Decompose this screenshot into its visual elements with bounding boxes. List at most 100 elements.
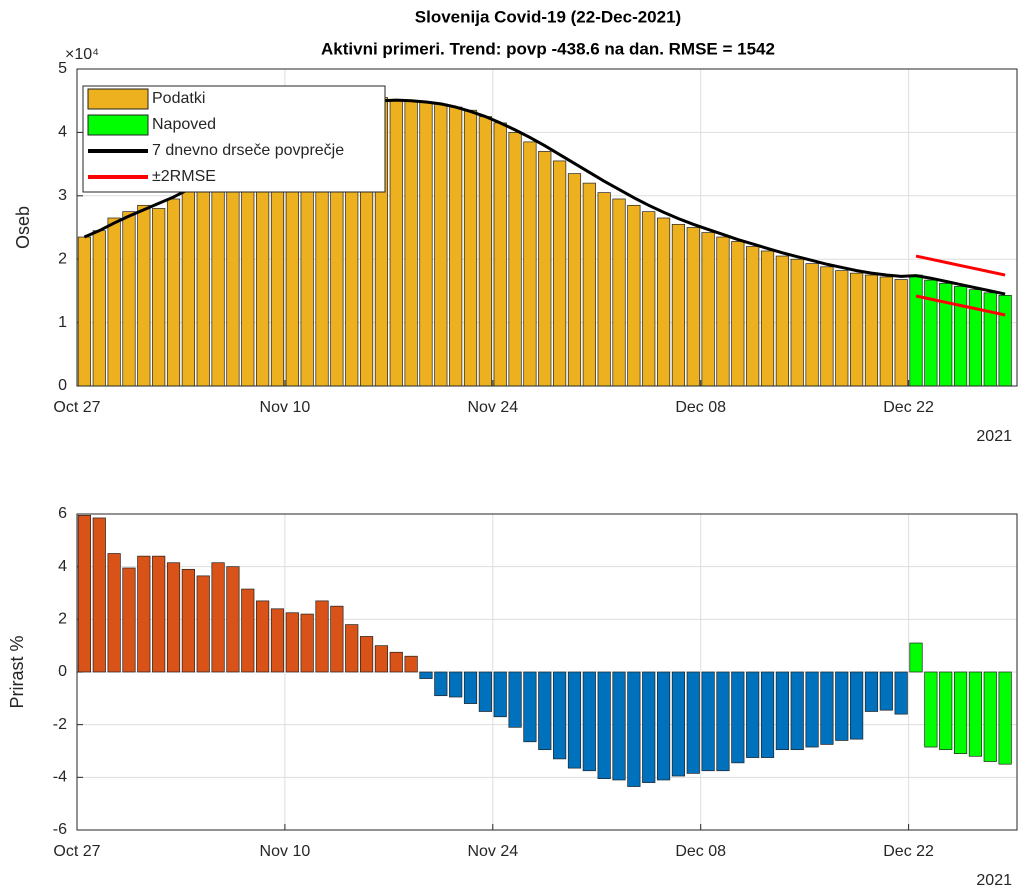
y-tick-label: -4: [53, 769, 67, 786]
bar: [92, 517, 106, 673]
bar: [879, 276, 893, 387]
bar: [478, 671, 492, 712]
bar: [434, 103, 448, 387]
x-year-label: 2021: [976, 872, 1012, 889]
bar: [775, 255, 789, 387]
bar: [449, 671, 463, 698]
x-tick-label: Dec 22: [883, 843, 934, 860]
bar: [77, 236, 92, 387]
bar: [582, 671, 596, 772]
bar: [241, 588, 255, 673]
legend-label: ±2RMSE: [152, 168, 216, 185]
bar: [553, 671, 567, 760]
bar: [166, 562, 181, 673]
legend-swatch: [87, 114, 149, 136]
bar: [523, 671, 537, 743]
legend-label: Podatki: [152, 90, 205, 107]
bar: [879, 671, 893, 711]
bar: [701, 671, 715, 772]
bar: [463, 109, 478, 387]
bar: [226, 160, 240, 387]
bar: [716, 671, 730, 772]
bar: [538, 671, 552, 751]
x-tick-label: Dec 08: [675, 399, 726, 416]
bar: [924, 279, 938, 387]
bar: [671, 671, 686, 777]
bar: [181, 189, 195, 387]
bar: [419, 671, 433, 679]
bar: [270, 608, 285, 673]
bar: [196, 575, 210, 673]
bar: [612, 671, 626, 781]
axes-box: [76, 513, 1018, 831]
bar: [939, 671, 953, 751]
bar: [983, 671, 997, 762]
bar: [835, 671, 849, 741]
bar: [137, 204, 151, 387]
bar: [894, 671, 908, 715]
bar: [152, 208, 166, 387]
bar: [553, 160, 567, 387]
bar: [998, 294, 1012, 387]
y-tick-label: -6: [53, 821, 67, 838]
y-tick-label: 3: [58, 187, 67, 204]
bar: [939, 282, 953, 387]
x-tick-label: Dec 22: [883, 399, 934, 416]
y-tick-label: 4: [58, 558, 67, 575]
bar: [345, 624, 359, 673]
x-tick-label: Nov 10: [260, 843, 311, 860]
x-tick-label: Nov 24: [467, 843, 518, 860]
y-tick-label: 2: [58, 611, 67, 628]
bar: [107, 217, 121, 387]
bar: [968, 671, 983, 757]
x-tick-label: Oct 27: [53, 399, 100, 416]
bar: [404, 100, 418, 387]
bar: [909, 274, 923, 387]
bar: [790, 671, 804, 751]
bar: [850, 272, 864, 387]
bar: [731, 241, 745, 387]
bar: [642, 671, 656, 783]
bar: [627, 671, 641, 787]
bar: [746, 671, 760, 758]
chart-title: Slovenija Covid-19 (22-Dec-2021): [415, 7, 681, 26]
bar: [508, 671, 522, 728]
bar: [374, 645, 389, 673]
bar: [122, 567, 136, 673]
bar: [538, 151, 552, 387]
bar: [152, 555, 166, 673]
axes-box: [76, 68, 1018, 387]
bar: [434, 671, 448, 697]
bar: [285, 612, 299, 673]
chart-subtitle: Aktivni primeri. Trend: povp -438.6 na d…: [321, 39, 775, 58]
bar: [701, 232, 715, 387]
bar: [389, 100, 403, 387]
bar: [463, 671, 478, 704]
bar: [404, 655, 418, 673]
bar: [671, 223, 686, 387]
y-axis-label: Oseb: [13, 206, 33, 249]
y-exponent: ×10⁴: [65, 46, 99, 63]
bar: [656, 671, 671, 781]
y-tick-label: 5: [58, 60, 67, 77]
bar: [998, 671, 1012, 765]
bar: [478, 116, 492, 387]
bar: [627, 204, 641, 387]
legend-label: Napoved: [152, 116, 216, 133]
y-tick-label: 4: [58, 124, 67, 141]
bar: [760, 250, 775, 387]
bar: [107, 553, 121, 673]
bar: [790, 258, 804, 387]
x-tick-label: Nov 10: [260, 399, 311, 416]
bar: [805, 263, 819, 387]
bar: [850, 671, 864, 740]
legend-label: 7 dnevno drseče povprečje: [152, 142, 344, 159]
bar: [953, 671, 968, 754]
x-tick-label: Dec 08: [675, 843, 726, 860]
bar: [300, 613, 314, 673]
bar: [805, 671, 819, 748]
y-tick-label: 2: [58, 250, 67, 267]
bar: [211, 562, 225, 673]
y-tick-label: -2: [53, 716, 67, 733]
